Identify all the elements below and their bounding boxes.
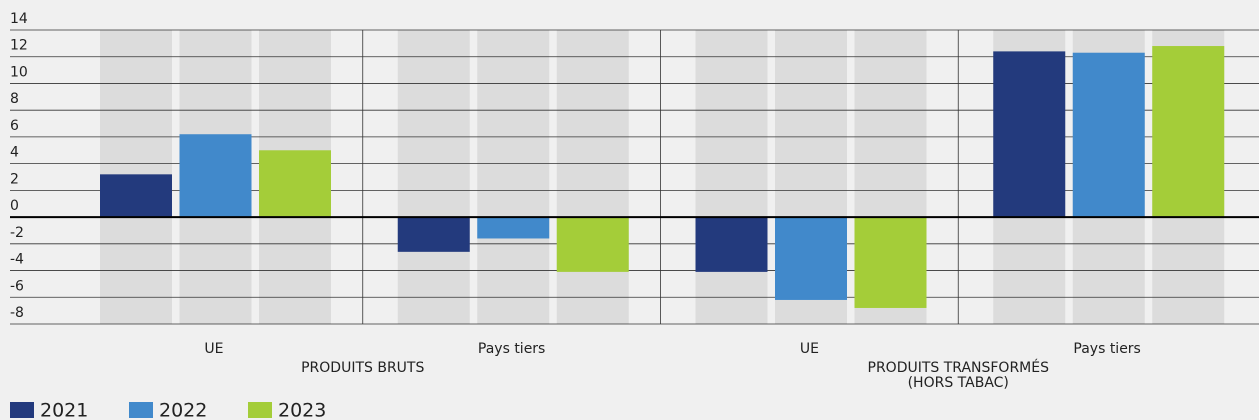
legend-swatch — [248, 402, 272, 418]
y-tick-label: -6 — [10, 278, 24, 294]
y-tick-label: 4 — [10, 145, 19, 161]
bar — [556, 217, 629, 272]
group-label-line: (HORS TABAC) — [908, 375, 1009, 391]
bar — [397, 217, 470, 252]
y-tick-label: 10 — [10, 64, 28, 80]
legend-label: 2021 — [40, 400, 88, 420]
bar — [1072, 52, 1145, 218]
legend-label: 2023 — [278, 400, 326, 420]
y-tick-label: -2 — [10, 225, 24, 241]
band — [477, 30, 550, 324]
x-tick-label: Pays tiers — [1073, 341, 1140, 357]
y-tick-label: 8 — [10, 91, 19, 107]
bar — [854, 217, 927, 308]
group-label: PRODUITS TRANSFORMÉS (HORS TABAC) — [868, 359, 1050, 391]
bar — [1152, 46, 1225, 218]
y-tick-label: 6 — [10, 118, 19, 134]
legend-swatch — [10, 402, 34, 418]
group-label: PRODUITS BRUTS — [301, 360, 424, 376]
x-tick-label: UE — [800, 341, 819, 357]
band — [397, 30, 470, 324]
bar — [775, 217, 847, 300]
bar — [695, 217, 768, 272]
bar — [477, 217, 550, 239]
legend-label: 2022 — [159, 400, 207, 420]
bar — [179, 134, 252, 218]
y-tick-label: -8 — [10, 305, 24, 321]
band — [556, 30, 629, 324]
x-tick-label: Pays tiers — [478, 341, 545, 357]
bar — [993, 51, 1066, 218]
bar — [259, 150, 331, 218]
x-tick-label: UE — [204, 341, 223, 357]
band — [695, 30, 768, 324]
group-label-line: PRODUITS TRANSFORMÉS — [868, 359, 1050, 376]
bar — [100, 174, 172, 218]
y-tick-label: 14 — [10, 11, 28, 27]
y-tick-label: 2 — [10, 171, 19, 187]
y-tick-label: 12 — [10, 38, 28, 54]
legend-swatch — [129, 402, 153, 418]
y-tick-label: -4 — [10, 252, 24, 268]
y-tick-label: 0 — [10, 198, 19, 214]
